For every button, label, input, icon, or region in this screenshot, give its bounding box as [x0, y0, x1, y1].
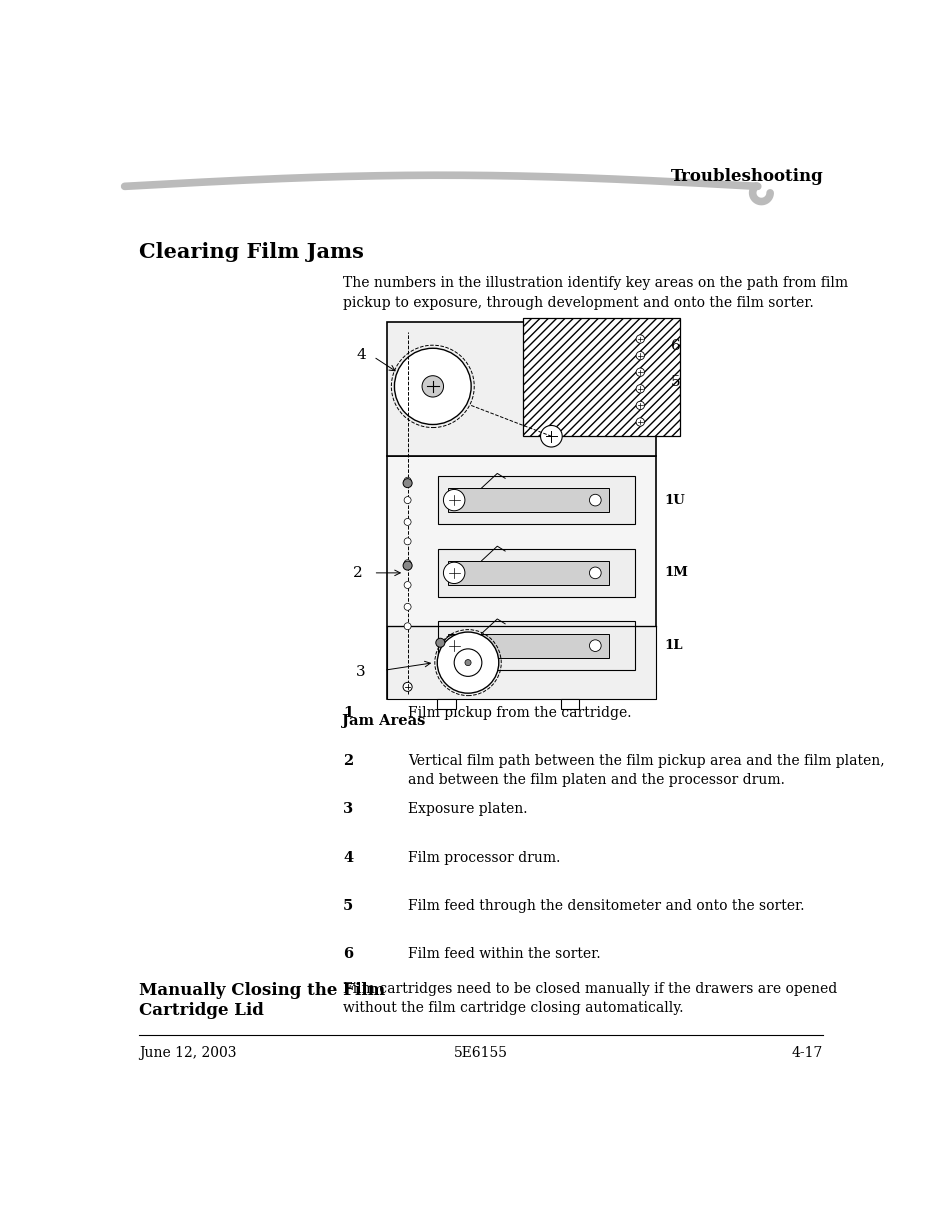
- Circle shape: [541, 425, 562, 447]
- Circle shape: [404, 582, 411, 588]
- Text: Film feed through the densitometer and onto the sorter.: Film feed through the densitometer and o…: [408, 899, 805, 913]
- Text: Jam Areas: Jam Areas: [342, 715, 425, 728]
- Circle shape: [436, 639, 445, 647]
- Text: June 12, 2003: June 12, 2003: [139, 1046, 237, 1060]
- Bar: [448, 560, 609, 584]
- Circle shape: [404, 477, 411, 484]
- Circle shape: [636, 384, 644, 393]
- Bar: [439, 548, 635, 598]
- Circle shape: [404, 559, 411, 566]
- Text: 1M: 1M: [665, 566, 688, 580]
- Bar: [438, 699, 456, 709]
- Bar: [448, 488, 609, 512]
- Text: 3: 3: [343, 803, 353, 817]
- Circle shape: [636, 368, 644, 376]
- Circle shape: [454, 648, 482, 676]
- Text: Manually Closing the Film
Cartridge Lid: Manually Closing the Film Cartridge Lid: [139, 982, 385, 1019]
- Circle shape: [404, 623, 411, 630]
- Bar: [388, 457, 656, 699]
- Text: 3: 3: [356, 665, 365, 678]
- Text: Clearing Film Jams: Clearing Film Jams: [139, 242, 364, 261]
- Text: 2: 2: [352, 566, 362, 580]
- Circle shape: [404, 518, 411, 525]
- Bar: [388, 627, 656, 699]
- Text: 6: 6: [670, 339, 681, 353]
- Circle shape: [443, 635, 465, 657]
- Text: 1L: 1L: [665, 639, 684, 652]
- Bar: [448, 634, 609, 658]
- Text: 6: 6: [343, 947, 353, 962]
- Circle shape: [422, 376, 443, 398]
- Circle shape: [404, 604, 411, 610]
- Text: Film pickup from the cartridge.: Film pickup from the cartridge.: [408, 706, 632, 719]
- Text: Film cartridges need to be closed manually if the drawers are opened
without the: Film cartridges need to be closed manual…: [343, 982, 838, 1015]
- Circle shape: [443, 563, 465, 583]
- Text: 5: 5: [343, 899, 353, 913]
- Text: Exposure platen.: Exposure platen.: [408, 803, 528, 817]
- Circle shape: [394, 348, 471, 424]
- Circle shape: [403, 682, 412, 692]
- Text: The numbers in the illustration identify key areas on the path from film
pickup : The numbers in the illustration identify…: [343, 276, 848, 310]
- Bar: [388, 322, 656, 457]
- Circle shape: [590, 640, 601, 652]
- Circle shape: [590, 568, 601, 578]
- Circle shape: [636, 335, 644, 343]
- Text: 4: 4: [343, 851, 353, 865]
- Circle shape: [404, 496, 411, 504]
- Bar: [439, 476, 635, 524]
- Circle shape: [443, 489, 465, 511]
- Circle shape: [403, 478, 412, 488]
- Text: Vertical film path between the film pickup area and the film platen,
and between: Vertical film path between the film pick…: [408, 754, 885, 787]
- Circle shape: [636, 401, 644, 410]
- Text: 4-17: 4-17: [792, 1046, 824, 1060]
- Bar: [523, 318, 681, 436]
- Text: 5E6155: 5E6155: [454, 1046, 508, 1060]
- Text: 4: 4: [356, 348, 366, 363]
- Text: Troubleshooting: Troubleshooting: [670, 167, 824, 184]
- Circle shape: [636, 352, 644, 360]
- Text: Film processor drum.: Film processor drum.: [408, 851, 561, 865]
- Circle shape: [636, 418, 644, 427]
- Text: 5: 5: [670, 375, 681, 389]
- Circle shape: [404, 537, 411, 545]
- Circle shape: [465, 659, 471, 665]
- Circle shape: [590, 494, 601, 506]
- Text: 2: 2: [343, 754, 353, 769]
- Bar: [439, 622, 635, 670]
- Text: 1: 1: [343, 706, 353, 719]
- Text: 1U: 1U: [665, 494, 685, 506]
- Text: Film feed within the sorter.: Film feed within the sorter.: [408, 947, 601, 962]
- Circle shape: [438, 633, 499, 693]
- Circle shape: [403, 562, 412, 570]
- Bar: [561, 699, 579, 709]
